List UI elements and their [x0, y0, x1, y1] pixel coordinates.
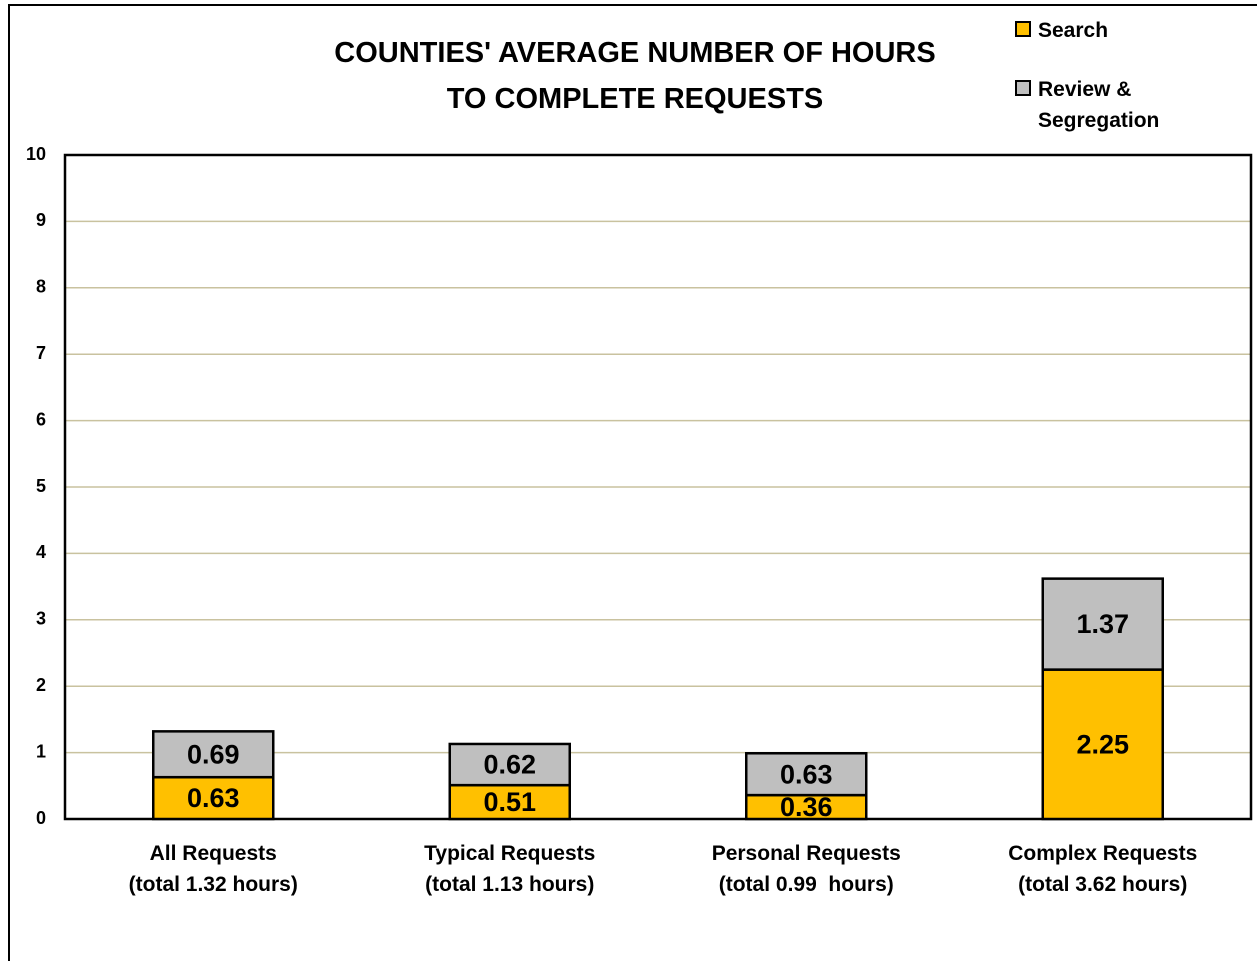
y-tick-label: 5 [36, 476, 46, 496]
x-tick-label: Typical Requests (total 1.13 hours) [424, 842, 596, 896]
legend-label: Search [1038, 19, 1109, 42]
y-tick-label: 7 [36, 343, 46, 363]
y-tick-label: 0 [36, 808, 46, 828]
data-label: 1.37 [1076, 609, 1129, 639]
bar-segment [1041, 577, 1164, 671]
chart-title: COUNTIES' AVERAGE NUMBER OF HOURS TO COM… [334, 37, 936, 115]
legend-swatch [1015, 80, 1031, 96]
data-label: 0.69 [187, 739, 240, 769]
plot-border [63, 153, 1253, 821]
bar-segment [448, 742, 571, 787]
chart-frame [8, 4, 1257, 961]
y-tick-label: 2 [36, 675, 46, 695]
legend-swatch [1015, 21, 1031, 37]
y-tick-label: 10 [26, 144, 46, 164]
bar-segment [745, 752, 868, 797]
bar-segment [152, 775, 275, 821]
bar-segment [448, 783, 571, 821]
y-tick-label: 8 [36, 277, 46, 297]
data-label: 0.51 [483, 787, 536, 817]
data-label: 2.25 [1076, 729, 1129, 759]
data-label: 0.63 [187, 783, 240, 813]
y-tick-label: 3 [36, 609, 46, 629]
bar-segment [1041, 668, 1164, 821]
x-tick-label: All Requests (total 1.32 hours) [128, 842, 298, 896]
y-tick-label: 9 [36, 210, 46, 230]
x-tick-label: Complex Requests (total 3.62 hours) [1008, 842, 1198, 896]
y-tick-label: 4 [36, 542, 46, 562]
y-tick-label: 1 [36, 741, 46, 761]
data-label: 0.63 [780, 759, 833, 789]
bar-segment [152, 730, 275, 779]
legend-label: Review & Segregation [1038, 78, 1160, 132]
data-label: 0.36 [780, 792, 833, 822]
data-label: 0.62 [483, 750, 536, 780]
x-tick-label: Personal Requests (total 0.99 hours) [711, 842, 901, 896]
y-tick-label: 6 [36, 409, 46, 429]
